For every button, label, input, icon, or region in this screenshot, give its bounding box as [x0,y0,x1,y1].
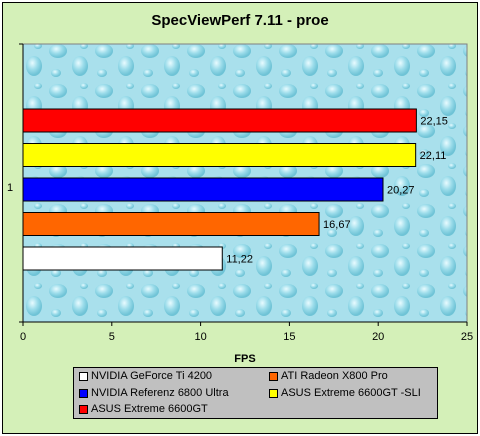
data-label: 20,27 [387,185,415,197]
bar [22,177,384,202]
x-tick-label: 5 [109,331,115,343]
legend-swatch [269,388,278,398]
chart-title: SpecViewPerf 7.11 - proe [151,12,329,29]
legend-swatch [269,371,278,381]
bar [22,246,223,271]
bar [22,108,417,133]
legend-label: NVIDIA GeForce Ti 4200 [91,370,213,382]
x-tick-label: 15 [283,331,295,343]
bar [22,143,417,167]
legend-item: ASUS Extreme 6600GT [79,403,208,415]
legend-swatch [79,371,88,381]
legend-item: ASUS Extreme 6600GT -SLI [269,387,421,399]
legend-item: NVIDIA Referenz 6800 Ultra [79,387,229,399]
legend-item: ATI Radeon X800 Pro [269,370,388,382]
x-tick-label: 10 [194,331,206,343]
legend-label: ASUS Extreme 6600GT -SLI [281,387,421,399]
data-label: 22,15 [420,116,448,128]
x-tick-label: 20 [372,331,384,343]
bar [22,212,320,236]
data-label: 16,67 [323,219,351,231]
legend-label: ATI Radeon X800 Pro [281,370,388,382]
x-tick-label: 0 [20,331,26,343]
y-category-label: 1 [7,182,13,194]
legend-swatch [79,388,88,398]
legend-label: NVIDIA Referenz 6800 Ultra [91,387,229,399]
legend-swatch [79,404,88,414]
data-label: 11,22 [226,254,253,266]
data-label: 22,11 [420,150,447,162]
legend: NVIDIA GeForce Ti 4200 ATI Radeon X800 Pr… [73,367,438,419]
x-axis-title: FPS [234,353,255,365]
x-tick-label: 25 [461,331,473,343]
legend-label: ASUS Extreme 6600GT [91,403,208,415]
legend-item: NVIDIA GeForce Ti 4200 [79,370,212,382]
